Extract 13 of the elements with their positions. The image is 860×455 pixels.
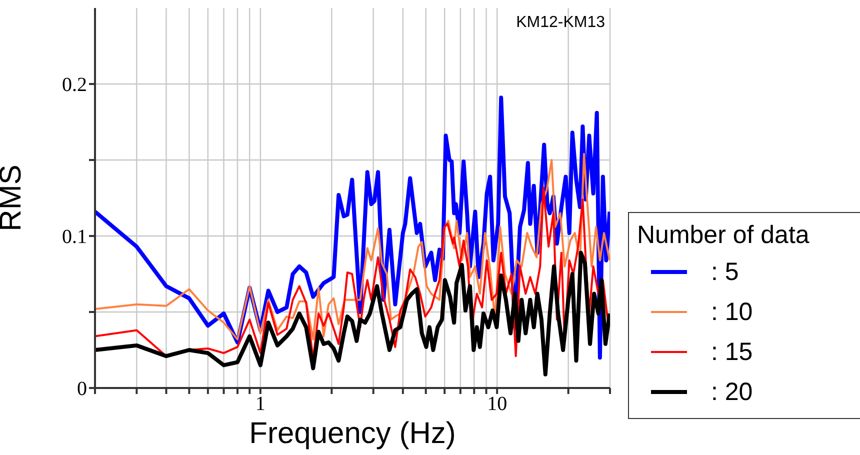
- annotation: KM12-KM13: [516, 14, 605, 32]
- x-tick-label: 10: [487, 393, 508, 416]
- legend-label: : 20: [711, 378, 753, 406]
- legend-title: Number of data: [637, 221, 810, 250]
- y-tick-label: 0.1: [62, 226, 87, 248]
- x-axis-title: Frequency (Hz): [249, 417, 456, 450]
- y-tick-label: 0: [77, 378, 87, 400]
- y-axis-title: RMS: [0, 164, 28, 232]
- legend-label: : 5: [711, 258, 739, 286]
- legend-label: : 15: [711, 338, 753, 366]
- legend-label: : 10: [711, 298, 753, 326]
- y-tick-label: 0.2: [62, 74, 87, 96]
- x-tick-label: 1: [255, 393, 266, 416]
